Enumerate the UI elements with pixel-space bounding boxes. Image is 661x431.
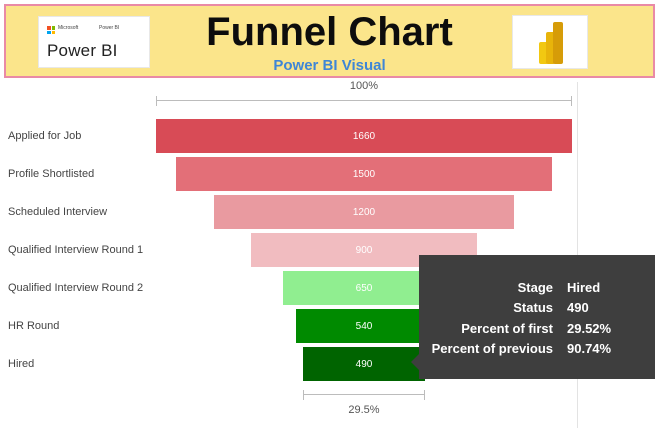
stage-label: Applied for Job: [8, 130, 82, 142]
title-banner: Microsoft Power BI Power BI Funnel Chart…: [4, 4, 655, 78]
funnel-bar[interactable]: 540: [296, 309, 432, 343]
bottom-scale-label: 29.5%: [348, 404, 380, 416]
tooltip-value: Hired: [567, 279, 601, 295]
funnel-bar[interactable]: 1500: [176, 157, 552, 191]
tooltip-key: Stage: [517, 279, 553, 295]
bar-value-label: 1500: [352, 168, 376, 180]
bar-value-label: 1200: [352, 206, 376, 218]
bottom-scale-bracket: [302, 390, 426, 400]
banner-subtitle: Power BI Visual: [273, 57, 386, 74]
top-scale-bracket: [156, 96, 572, 106]
tooltip-row-stage: Stage Hired: [419, 277, 655, 298]
tooltip-value: 490: [567, 300, 589, 316]
tooltip-pointer: [411, 354, 419, 370]
funnel-bar[interactable]: 1200: [213, 195, 515, 229]
power-bi-logo-card: Microsoft Power BI Power BI: [38, 16, 150, 68]
tooltip-row-percent-first: Percent of first 29.52%: [419, 318, 655, 339]
tooltip-value: 90.74%: [567, 341, 612, 357]
bar-value-label: 900: [355, 244, 373, 256]
power-bi-icon-card: [512, 15, 588, 69]
tooltip: Stage Hired Status 490 Percent of first …: [419, 255, 655, 379]
microsoft-logo-text: Microsoft: [58, 25, 79, 31]
funnel-bar[interactable]: 1660: [156, 119, 572, 153]
power-bi-bars-icon: [539, 22, 563, 64]
tooltip-row-percent-previous: Percent of previous 90.74%: [419, 339, 655, 360]
power-bi-logo-text: Power BI: [47, 41, 118, 60]
microsoft-logo-icon: [47, 26, 55, 34]
tooltip-key: Percent of first: [461, 320, 553, 336]
bar-value-label: 650: [355, 282, 373, 294]
banner-title: Funnel Chart: [206, 10, 453, 54]
stage-label: Qualified Interview Round 2: [8, 282, 144, 294]
power-bi-small-text: Power BI: [99, 25, 120, 31]
funnel-bar[interactable]: 490: [302, 347, 426, 381]
tooltip-key: Percent of previous: [431, 341, 553, 357]
bar-value-label: 540: [355, 320, 373, 332]
stage-label: Profile Shortlisted: [8, 168, 95, 180]
stage-label: Hired: [8, 358, 35, 370]
top-scale-label: 100%: [349, 80, 379, 92]
stage-label: HR Round: [8, 320, 60, 332]
tooltip-value: 29.52%: [567, 320, 612, 336]
funnel-bar[interactable]: 650: [282, 271, 446, 305]
tooltip-key: Status: [513, 300, 553, 316]
stage-label: Qualified Interview Round 1: [8, 244, 144, 256]
bar-value-label: 490: [355, 358, 373, 370]
stage-label: Scheduled Interview: [8, 206, 108, 218]
tooltip-row-status: Status 490: [419, 298, 655, 319]
bar-value-label: 1660: [352, 130, 376, 142]
